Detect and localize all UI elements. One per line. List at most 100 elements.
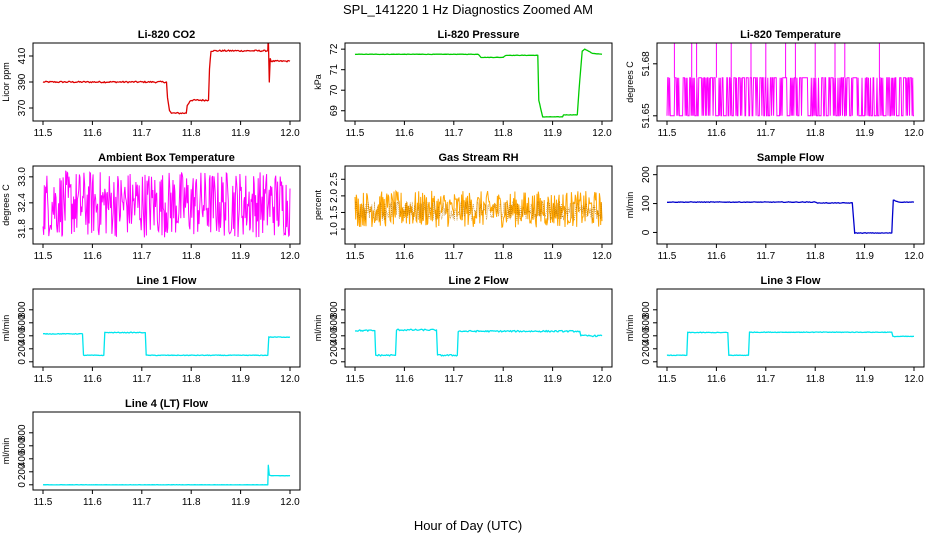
x-tick-label: 11.7	[756, 374, 775, 385]
y-tick-label: 410	[17, 47, 28, 64]
x-tick-label: 11.9	[231, 251, 250, 262]
panel-title: Li-820 CO2	[138, 29, 195, 41]
x-tick-label: 11.6	[395, 251, 414, 262]
y-tick-label: 200	[641, 340, 652, 357]
x-tick-label: 11.7	[132, 251, 151, 262]
y-tick-label: 600	[329, 314, 340, 331]
y-tick-label: 400	[641, 327, 652, 344]
x-tick-label: 11.5	[346, 251, 365, 262]
figure-title: SPL_141220 1 Hz Diagnostics Zoomed AM	[343, 2, 593, 17]
x-tick-label: 11.6	[83, 251, 102, 262]
series-line	[354, 189, 603, 229]
panel-ylabel: ml/min	[1, 315, 11, 342]
x-tick-label: 11.7	[132, 374, 151, 385]
series-spikes	[673, 43, 880, 78]
x-tick-label: 12.0	[592, 128, 612, 139]
x-tick-label: 11.8	[182, 374, 201, 385]
y-tick-label: 33.0	[17, 167, 28, 187]
x-tick-label: 11.5	[346, 374, 365, 385]
x-tick-label: 11.8	[494, 374, 513, 385]
panel-title: Li-820 Temperature	[740, 29, 841, 41]
x-tick-label: 11.6	[395, 128, 414, 139]
x-tick-label: 11.6	[83, 374, 102, 385]
series-line	[43, 331, 291, 357]
panel-title: Gas Stream RH	[438, 152, 518, 164]
series-group	[354, 48, 603, 118]
y-tick-label: 0	[17, 359, 28, 365]
panel-title: Sample Flow	[757, 152, 825, 164]
x-tick-label: 11.8	[494, 128, 513, 139]
y-tick-label: 0	[329, 359, 340, 365]
panel-title: Line 3 Flow	[761, 275, 821, 287]
x-tick-label: 11.6	[83, 128, 102, 139]
x-tick-label: 11.7	[444, 374, 463, 385]
y-tick-label: 600	[17, 437, 28, 454]
panel-6: Line 1 Flow ml/min 11.5 11.6 11.7 11.8 11.9 12.…	[1, 275, 301, 385]
y-tick-label: 400	[17, 327, 28, 344]
y-tick-label: 1.0	[329, 222, 340, 236]
series-line	[42, 43, 291, 115]
series-group	[42, 43, 291, 115]
x-tick-label: 11.5	[34, 374, 53, 385]
panel-ylabel: ml/min	[625, 192, 635, 219]
plot-frame	[656, 165, 925, 245]
series-group	[666, 43, 914, 117]
x-tick-label: 11.5	[34, 251, 53, 262]
plot-frame	[344, 165, 613, 245]
plot-frame	[32, 288, 301, 368]
panel-title: Line 2 Flow	[449, 275, 509, 287]
plot-frame	[656, 288, 925, 368]
series-line	[667, 199, 915, 234]
y-tick-label: 800	[17, 301, 28, 318]
x-tick-label: 11.9	[543, 251, 562, 262]
series-group	[42, 464, 291, 486]
y-tick-label: 800	[641, 301, 652, 318]
panel-7: Line 2 Flow ml/min 11.5 11.6 11.7 11.8 11.9 12.…	[313, 275, 613, 385]
y-tick-label: 2.5	[329, 172, 340, 186]
x-tick-label: 11.5	[346, 128, 365, 139]
panel-ylabel: ml/min	[1, 438, 11, 465]
y-tick-label: 70	[329, 84, 340, 96]
x-tick-label: 11.8	[182, 497, 201, 508]
series-line	[42, 464, 291, 486]
y-tick-label: 200	[17, 463, 28, 480]
x-tick-label: 11.5	[658, 374, 677, 385]
panel-ylabel: ml/min	[313, 315, 323, 342]
x-tick-label: 12.0	[280, 497, 300, 508]
panel-title: Li-820 Pressure	[438, 29, 520, 41]
x-tick-label: 11.7	[756, 251, 775, 262]
x-tick-label: 12.0	[592, 374, 612, 385]
panel-ylabel: ml/min	[625, 315, 635, 342]
x-tick-label: 11.7	[132, 128, 151, 139]
panel-1: Li-820 Pressure kPa 11.5 11.6 11.7 11.8 11.9 12…	[313, 29, 613, 139]
panel-3: Ambient Box Temperature degrees C 11.5 11.6…	[1, 152, 301, 262]
y-tick-label: 200	[329, 340, 340, 357]
y-tick-label: 51.68	[641, 51, 652, 76]
x-tick-label: 12.0	[904, 128, 924, 139]
series-group	[354, 189, 603, 229]
y-tick-label: 200	[641, 166, 652, 183]
x-tick-label: 11.8	[182, 128, 201, 139]
x-tick-label: 11.8	[494, 251, 513, 262]
x-tick-label: 11.8	[806, 374, 825, 385]
x-tick-label: 11.6	[395, 374, 414, 385]
x-tick-label: 12.0	[592, 251, 612, 262]
y-tick-label: 100	[641, 195, 652, 212]
x-tick-label: 11.9	[543, 128, 562, 139]
plot-frame	[32, 411, 301, 491]
x-tick-label: 11.8	[806, 251, 825, 262]
x-tick-label: 12.0	[904, 251, 924, 262]
x-tick-label: 11.6	[83, 497, 102, 508]
y-tick-label: 600	[17, 314, 28, 331]
series-group	[43, 331, 291, 357]
plot-frame	[32, 165, 301, 245]
panel-5: Sample Flow ml/min 11.5 11.6 11.7 11.8 11.9 12.…	[625, 152, 925, 262]
x-tick-label: 11.5	[34, 497, 53, 508]
y-tick-label: 400	[329, 327, 340, 344]
y-tick-label: 800	[329, 301, 340, 318]
x-tick-label: 12.0	[280, 374, 300, 385]
y-tick-label: 0	[17, 482, 28, 488]
x-tick-label: 11.9	[231, 497, 250, 508]
